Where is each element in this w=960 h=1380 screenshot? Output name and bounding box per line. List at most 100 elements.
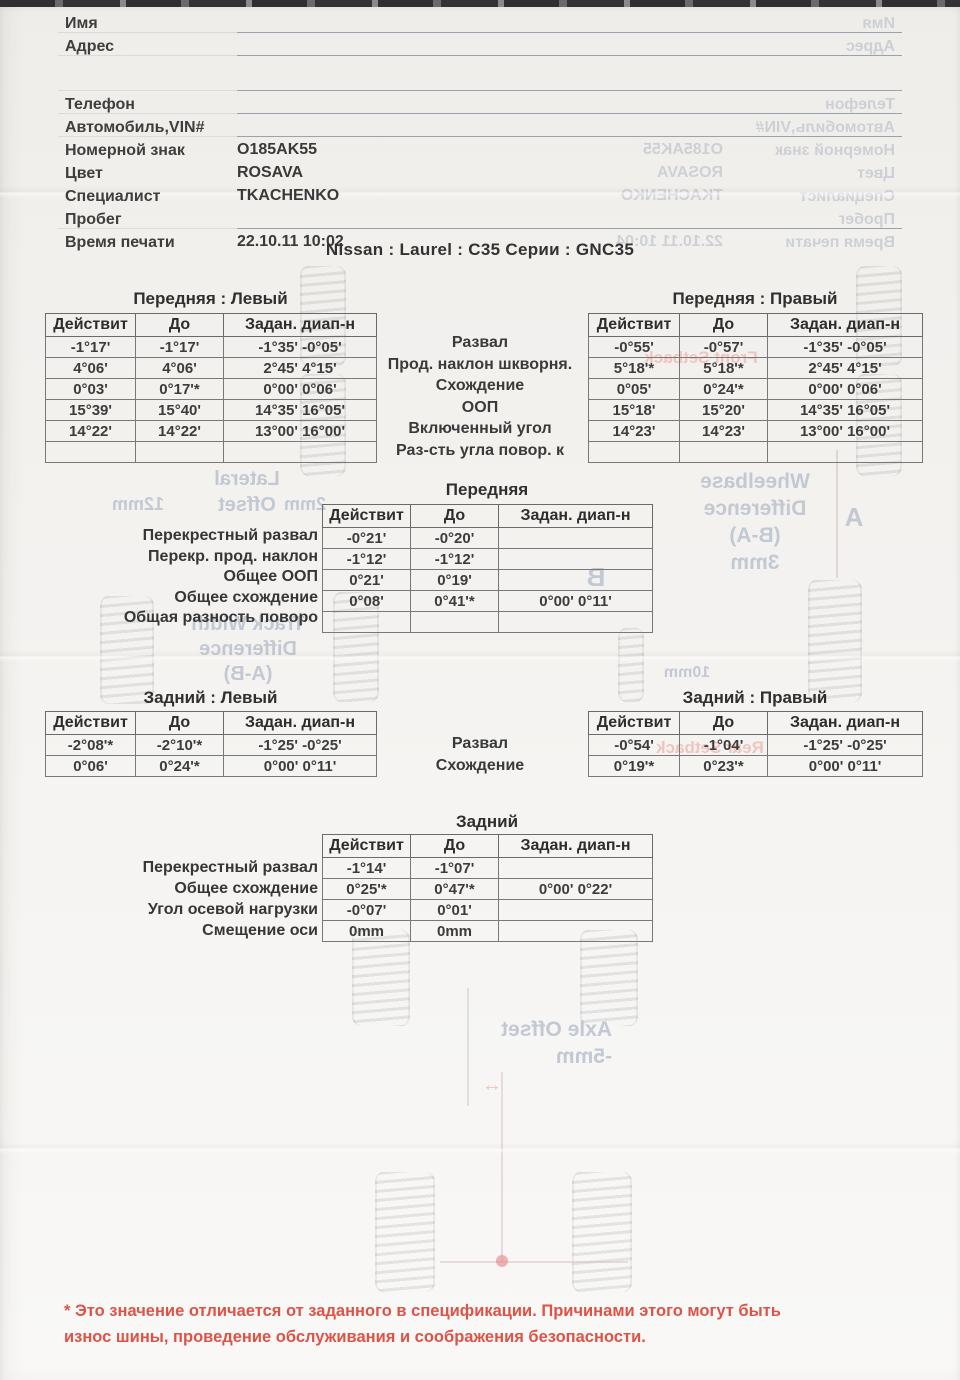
table-row	[45, 441, 377, 463]
cell-before: -0°57'	[679, 336, 768, 358]
cell-before: 0°19'	[410, 569, 499, 591]
vehicle-vin-value	[237, 135, 902, 137]
name-label: Имя	[65, 15, 98, 32]
phone-label: Телефон	[65, 96, 135, 113]
rear-left-table: Действит До Задан. диап-н -2°08'* -2°10'* -1…	[45, 711, 377, 777]
table-row: -1°12' -1°12'	[322, 548, 653, 570]
bleed-letter-a: A	[844, 502, 864, 532]
table-row: -0°07' 0°01'	[322, 899, 653, 921]
cell-before	[679, 441, 768, 463]
cell-actual: -1°17'	[45, 336, 136, 358]
cell-before: 5°18'*	[679, 357, 768, 379]
tire-graphic	[580, 930, 638, 1026]
printtime-label: Время печати	[65, 234, 175, 251]
cell-range	[498, 899, 653, 921]
col-before: До	[410, 834, 499, 858]
rear-cross-table: Действит До Задан. диап-н -1°14' -1°07' 0°2…	[322, 834, 653, 942]
cell-before: 0mm	[410, 920, 499, 942]
cell-actual: 14°23'	[588, 420, 680, 442]
rear-cross-title: Задний	[455, 812, 519, 831]
cell-actual: -1°14'	[322, 857, 411, 879]
diagram-dot	[496, 1255, 508, 1267]
col-actual: Действит	[588, 711, 680, 735]
diagram-line	[440, 1261, 628, 1263]
table-row: 15°39' 15°40' 14°35' 16°05'	[45, 399, 377, 421]
cell-range: 14°35' 16°05'	[767, 399, 923, 421]
col-actual: Действит	[45, 313, 136, 337]
cell-before: -1°12'	[410, 548, 499, 570]
diagram-line	[836, 450, 838, 578]
cell-actual: -1°12'	[322, 548, 411, 570]
field-plate: Номерной знак O185AK55	[65, 137, 902, 160]
cell-range	[223, 441, 377, 463]
rear-cross-row-labels: Перекрестный развал Общее схождение Угол…	[142, 859, 318, 939]
col-range: Задан. диап-н	[767, 313, 923, 337]
color-value: ROSAVA	[237, 164, 304, 181]
cell-actual: 0mm	[322, 920, 411, 942]
field-phone: Телефон	[65, 91, 902, 114]
plate-value: O185AK55	[237, 141, 318, 158]
field-mileage: Пробег	[65, 206, 902, 229]
cell-before: -1°04'	[679, 734, 768, 756]
cell-before	[410, 611, 499, 633]
cell-range	[498, 527, 653, 549]
phone-value	[237, 112, 902, 114]
cell-actual: 14°22'	[45, 420, 136, 442]
cell-before: 14°22'	[135, 420, 224, 442]
bleed-wheelbase-difference: Wheelbase Difference (B-A) 3mm	[700, 470, 810, 574]
cell-range: 2°45' 4°15'	[223, 357, 377, 379]
cell-range: 13°00' 16°00'	[223, 420, 377, 442]
front-right-title: Передняя : Правый	[672, 289, 838, 308]
cell-range: 0°00' 0°11'	[498, 590, 653, 612]
plate-label: Номерной знак	[65, 142, 185, 159]
cell-before: 0°17'*	[135, 378, 224, 400]
cell-before: 15°40'	[135, 399, 224, 421]
paper-crease	[0, 650, 960, 662]
cell-actual	[588, 441, 680, 463]
vehicle-title: Nissan : Laurel : C35 Серии : GNC35	[325, 240, 635, 259]
rear-left-title: Задний : Левый	[143, 688, 278, 707]
cell-range	[498, 569, 653, 591]
table-row	[322, 611, 653, 633]
cell-range: 14°35' 16°05'	[223, 399, 377, 421]
bleed-axle-offset: Axle Offset -5mm	[501, 1018, 612, 1068]
name-value	[237, 31, 902, 33]
table-row: 14°23' 14°23' 13°00' 16°00'	[588, 420, 923, 442]
footnote: * Это значение отличается от заданного в…	[64, 1298, 904, 1350]
paper-crease	[0, 1142, 960, 1154]
cell-before	[135, 441, 224, 463]
cell-range	[498, 857, 653, 879]
footnote-line2: износ шины, проведение обслуживания и со…	[64, 1328, 646, 1346]
cell-range: -1°25' -0°25'	[223, 734, 377, 756]
mileage-value	[237, 227, 902, 229]
cell-range: 0°00' 0°06'	[223, 378, 377, 400]
bleed-lateral-value-left: 12mm	[111, 494, 165, 514]
table-row: 0°25'* 0°47'* 0°00' 0°22'	[322, 878, 653, 900]
field-printtime: Время печати 22.10.11 10:02	[65, 229, 902, 252]
table-row: -1°17' -1°17' -1°35' -0°05'	[45, 336, 377, 358]
col-before: До	[135, 313, 224, 337]
table-row: 5°18'* 5°18'* 2°45' 4°15'	[588, 357, 923, 379]
table-row: 14°22' 14°22' 13°00' 16°00'	[45, 420, 377, 442]
rear-right-table: Действит До Задан. диап-н -0°54' -1°04' -1°2…	[588, 711, 923, 777]
front-cross-row-labels: Перекрестный развал Перекр. прод. наклон…	[123, 527, 318, 626]
diagram-line	[467, 988, 469, 1106]
bleed-lateral-offset: Lateral Offset	[214, 468, 280, 516]
cell-range: 0°00' 0°22'	[498, 878, 653, 900]
address-label: Адрес	[65, 38, 115, 55]
tire-graphic	[352, 930, 410, 1026]
diagram-line	[501, 1072, 503, 1262]
cell-range: 0°00' 0°11'	[767, 755, 923, 777]
table-row: 4°06' 4°06' 2°45' 4°15'	[45, 357, 377, 379]
table-row	[588, 441, 923, 463]
field-specialist: Специалист TKACHENKO	[65, 183, 902, 206]
tire-graphic	[808, 580, 862, 702]
cell-range	[498, 548, 653, 570]
cell-before: 0°24'*	[135, 755, 224, 777]
cell-actual: -0°07'	[322, 899, 411, 921]
front-left-table: Действит До Задан. диап-н -1°17' -1°17' -1°3…	[45, 313, 377, 463]
cell-range: 0°00' 0°11'	[223, 755, 377, 777]
cell-actual: -0°21'	[322, 527, 411, 549]
cell-before: -1°17'	[135, 336, 224, 358]
